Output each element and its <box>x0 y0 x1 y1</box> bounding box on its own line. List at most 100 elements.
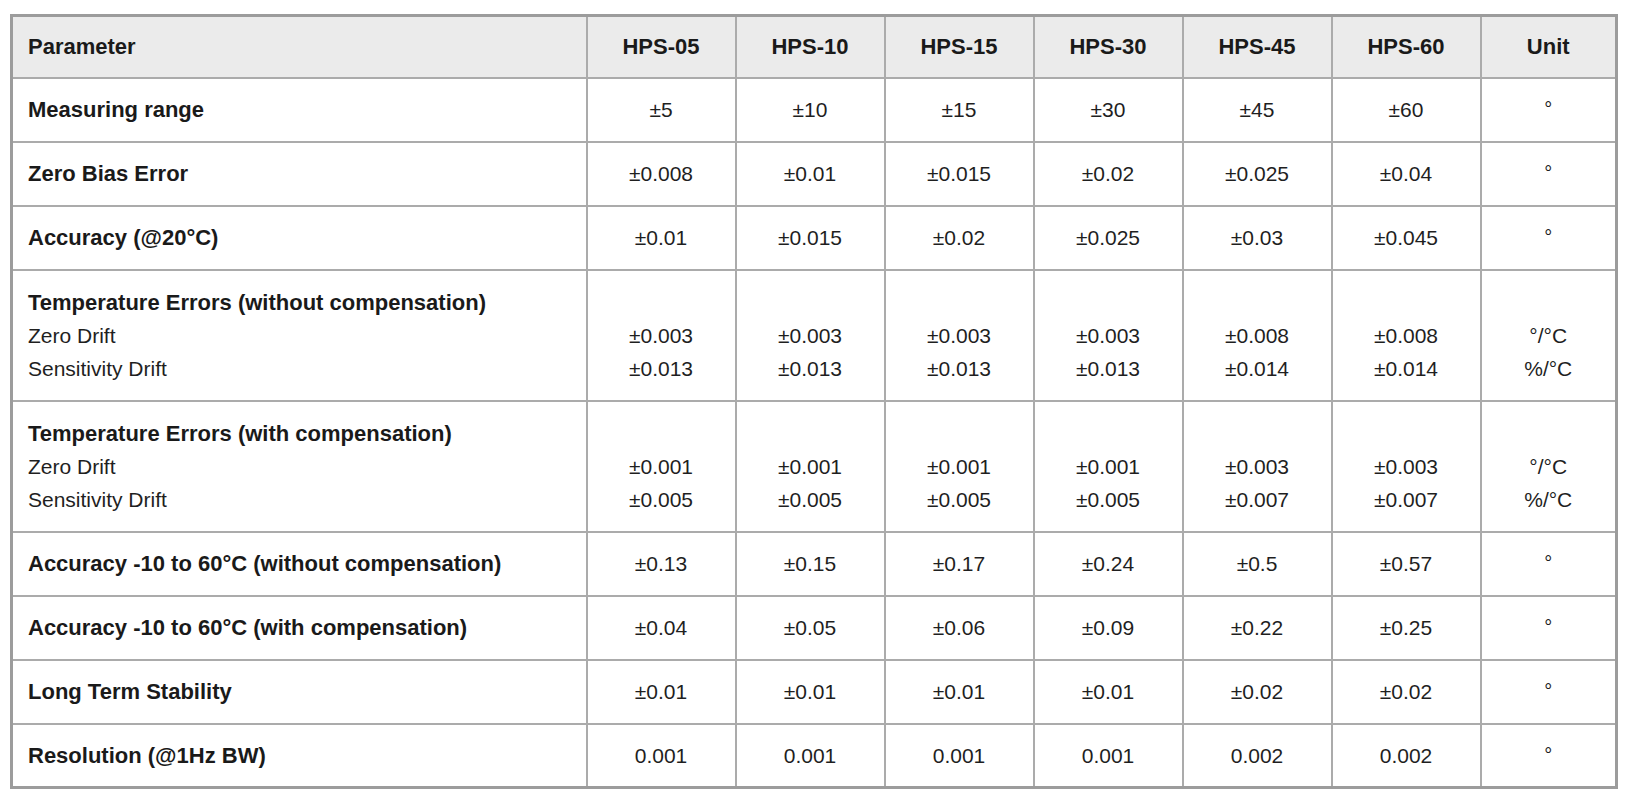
value-cell: ±0.001±0.005 <box>736 401 885 532</box>
value-cell: ±15 <box>885 78 1034 142</box>
value-line: ±0.01 <box>738 675 883 708</box>
value-cell: ±0.22 <box>1183 596 1332 660</box>
value-line: ±0.005 <box>738 483 883 516</box>
parameter-cell: Resolution (@1Hz BW) <box>12 724 587 788</box>
parameter-title: Zero Bias Error <box>28 157 580 190</box>
parameter-subline: Zero Drift <box>28 319 580 352</box>
value-line: ±0.04 <box>1334 157 1479 190</box>
value-line: ±0.03 <box>1185 221 1330 254</box>
value-line: ±0.02 <box>1334 675 1479 708</box>
unit-line: °/°C <box>1483 319 1615 352</box>
table-row: Accuracy (@20°C)±0.01±0.015±0.02±0.025±0… <box>12 206 1617 270</box>
value-cell: 0.001 <box>885 724 1034 788</box>
value-line: 0.001 <box>589 739 734 772</box>
value-line: ±0.25 <box>1334 611 1479 644</box>
unit-line: ° <box>1483 221 1615 254</box>
table-row: Temperature Errors (without compensation… <box>12 270 1617 401</box>
parameter-subline: Sensitivity Drift <box>28 352 580 385</box>
value-cell: 0.001 <box>736 724 885 788</box>
unit-line: %/°C <box>1483 483 1615 516</box>
value-line: ±0.06 <box>887 611 1032 644</box>
parameter-cell: Temperature Errors (with compensation)Ze… <box>12 401 587 532</box>
value-cell: ±0.015 <box>736 206 885 270</box>
value-cell: ±0.003±0.007 <box>1183 401 1332 532</box>
value-line: 0.001 <box>738 739 883 772</box>
value-cell: ±0.003±0.007 <box>1332 401 1481 532</box>
value-cell: ±10 <box>736 78 885 142</box>
parameter-title: Temperature Errors (without compensation… <box>28 286 580 319</box>
column-header-hps-05: HPS-05 <box>587 16 736 78</box>
unit-cell: ° <box>1481 206 1617 270</box>
table-row: Resolution (@1Hz BW)0.0010.0010.0010.001… <box>12 724 1617 788</box>
value-line: ±0.013 <box>589 352 734 385</box>
unit-line: %/°C <box>1483 352 1615 385</box>
value-cell: ±0.04 <box>587 596 736 660</box>
parameter-subline: Zero Drift <box>28 450 580 483</box>
unit-cell: ° <box>1481 532 1617 596</box>
parameter-title: Accuracy -10 to 60°C (without compensati… <box>28 547 580 580</box>
value-line: ±0.025 <box>1036 221 1181 254</box>
column-header-hps-10: HPS-10 <box>736 16 885 78</box>
value-line: ±0.007 <box>1334 483 1479 516</box>
parameter-title: Resolution (@1Hz BW) <box>28 739 580 772</box>
unit-cell: ° <box>1481 724 1617 788</box>
value-line: ±0.05 <box>738 611 883 644</box>
table-row: Accuracy -10 to 60°C (with compensation)… <box>12 596 1617 660</box>
value-line: ±0.01 <box>589 675 734 708</box>
value-line: ±0.01 <box>738 157 883 190</box>
value-line: ±0.015 <box>738 221 883 254</box>
table-row: Long Term Stability±0.01±0.01±0.01±0.01±… <box>12 660 1617 724</box>
value-cell: ±0.001±0.005 <box>587 401 736 532</box>
value-line: ±0.001 <box>589 450 734 483</box>
value-line: ±0.008 <box>589 157 734 190</box>
value-line: 0.001 <box>1036 739 1181 772</box>
value-cell: ±0.25 <box>1332 596 1481 660</box>
value-cell: 0.001 <box>1034 724 1183 788</box>
value-cell: ±0.008±0.014 <box>1332 270 1481 401</box>
value-line: ±0.001 <box>738 450 883 483</box>
column-header-hps-60: HPS-60 <box>1332 16 1481 78</box>
parameter-subline: Sensitivity Drift <box>28 483 580 516</box>
value-line: ±0.007 <box>1185 483 1330 516</box>
value-cell: 0.001 <box>587 724 736 788</box>
value-cell: ±0.04 <box>1332 142 1481 206</box>
value-line: 0.002 <box>1334 739 1479 772</box>
parameter-cell: Measuring range <box>12 78 587 142</box>
parameter-cell: Zero Bias Error <box>12 142 587 206</box>
value-cell: ±0.015 <box>885 142 1034 206</box>
column-header-hps-30: HPS-30 <box>1034 16 1183 78</box>
value-cell: ±0.003±0.013 <box>736 270 885 401</box>
column-header-hps-45: HPS-45 <box>1183 16 1332 78</box>
value-line: ±0.02 <box>887 221 1032 254</box>
value-line: ±0.17 <box>887 547 1032 580</box>
unit-line: ° <box>1483 547 1615 580</box>
parameter-cell: Accuracy (@20°C) <box>12 206 587 270</box>
value-line: ±0.005 <box>589 483 734 516</box>
column-header-unit: Unit <box>1481 16 1617 78</box>
parameter-title: Accuracy (@20°C) <box>28 221 580 254</box>
value-cell: ±60 <box>1332 78 1481 142</box>
value-cell: ±45 <box>1183 78 1332 142</box>
value-cell: ±0.24 <box>1034 532 1183 596</box>
value-line: ±0.24 <box>1036 547 1181 580</box>
value-cell: ±0.001±0.005 <box>885 401 1034 532</box>
value-cell: ±0.01 <box>736 660 885 724</box>
unit-line: °/°C <box>1483 450 1615 483</box>
table-row: Measuring range±5±10±15±30±45±60° <box>12 78 1617 142</box>
column-header-hps-15: HPS-15 <box>885 16 1034 78</box>
value-line: 0.001 <box>887 739 1032 772</box>
value-line: ±0.014 <box>1334 352 1479 385</box>
value-line: ±0.01 <box>887 675 1032 708</box>
value-line: ±0.015 <box>887 157 1032 190</box>
value-cell: ±0.003±0.013 <box>885 270 1034 401</box>
value-cell: ±0.045 <box>1332 206 1481 270</box>
value-cell: ±0.09 <box>1034 596 1183 660</box>
value-line: ±0.01 <box>589 221 734 254</box>
value-line: ±10 <box>738 93 883 126</box>
unit-cell: ° <box>1481 596 1617 660</box>
value-line: ±0.001 <box>1036 450 1181 483</box>
value-line: ±0.005 <box>1036 483 1181 516</box>
parameter-title: Temperature Errors (with compensation) <box>28 417 580 450</box>
table-row: Accuracy -10 to 60°C (without compensati… <box>12 532 1617 596</box>
value-cell: ±0.05 <box>736 596 885 660</box>
